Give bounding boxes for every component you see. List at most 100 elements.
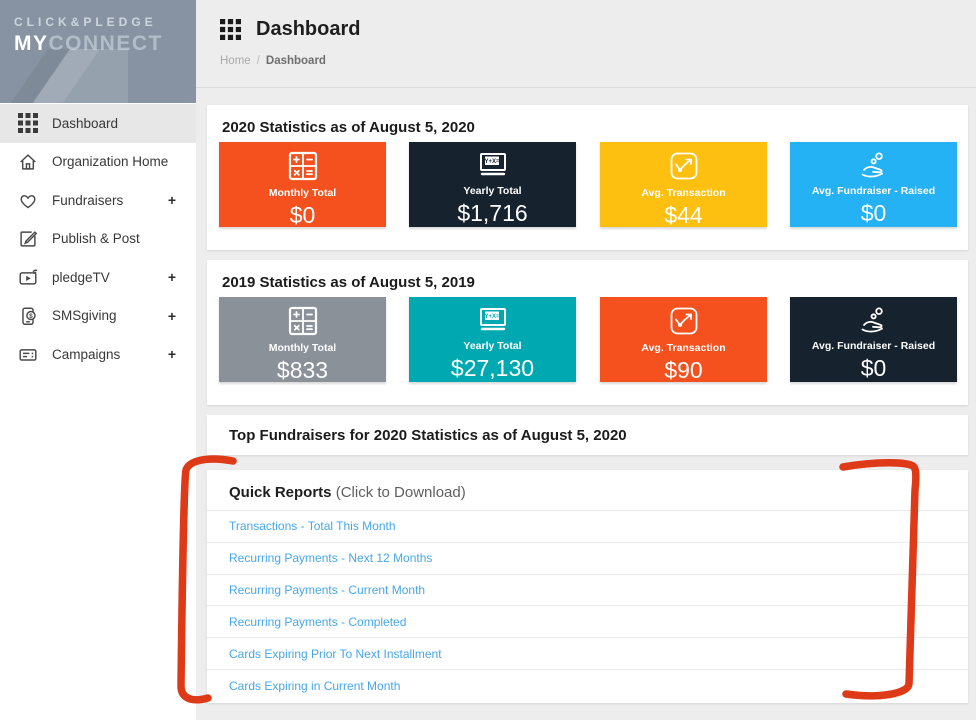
sidebar-item-label: Organization Home	[52, 154, 169, 170]
stats-2020-card: 2020 Statistics as of August 5, 2020 Mon…	[207, 105, 968, 250]
top-fundraisers-card: Top Fundraisers for 2020 Statistics as o…	[207, 415, 968, 455]
stats-2020-title: 2020 Statistics as of August 5, 2020	[222, 119, 475, 136]
page-title: Dashboard	[256, 18, 361, 40]
stat-tile-monthly-total: Monthly Total $0	[219, 142, 386, 228]
report-link-transactions-total[interactable]: Transactions - Total This Month	[229, 519, 396, 534]
stat-value: $0	[860, 200, 887, 226]
stat-tile-avg-fundraiser: Avg. Fundraiser - Raised $0	[790, 297, 957, 382]
top-fundraisers-title: Top Fundraisers for 2020 Statistics as o…	[229, 427, 627, 444]
stat-label: Yearly Total	[463, 185, 522, 197]
sidebar-item-organization-home[interactable]: Organization Home	[0, 143, 196, 182]
quick-reports-title: Quick Reports	[229, 484, 332, 501]
edit-icon	[16, 227, 40, 251]
sidebar-item-smsgiving[interactable]: $ SMSgiving +	[0, 297, 196, 336]
app-logo: CLICK&PLEDGE MYCONNECT	[0, 0, 196, 103]
stat-value: $1,716	[457, 200, 528, 226]
stat-value: $90	[664, 357, 703, 383]
stat-label: Avg. Transaction	[641, 187, 726, 199]
expand-plus: +	[167, 269, 176, 286]
sidebar: CLICK&PLEDGE MYCONNECT Dashboard	[0, 0, 196, 720]
brand-clickpledge: CLICK&PLEDGE	[14, 15, 157, 29]
phone-dollar-icon: $	[16, 304, 40, 328]
breadcrumb: Home / Dashboard	[220, 55, 952, 67]
stat-value: $0	[289, 202, 316, 228]
tv-icon	[16, 265, 40, 289]
breadcrumb-current: Dashboard	[265, 55, 326, 67]
formula-board-icon: Y+X=	[477, 151, 509, 179]
expand-plus: +	[167, 192, 176, 209]
logo-n-watermark	[10, 49, 128, 103]
sidebar-item-label: pledgeTV	[52, 269, 110, 285]
brand-connect: CONNECT	[48, 32, 163, 55]
report-row: Cards Expiring Prior To Next Installment	[207, 638, 968, 670]
brand-my: MY	[14, 32, 49, 55]
main-content: Dashboard Home / Dashboard 2020 Statistics…	[196, 0, 976, 720]
grid-icon	[16, 111, 40, 135]
stats-2020-tiles: Monthly Total $0 Y+X= Yearly Total $1,71…	[207, 142, 968, 228]
stats-2019-card: 2019 Statistics as of August 5, 2019 Mon…	[207, 260, 968, 405]
report-row: Recurring Payments - Completed	[207, 606, 968, 639]
sidebar-item-label: Dashboard	[52, 115, 119, 131]
stat-value: $833	[276, 357, 329, 383]
stat-label: Avg. Fundraiser - Raised	[811, 185, 936, 197]
report-link-recurring-next-12[interactable]: Recurring Payments - Next 12 Months	[229, 551, 433, 566]
quick-reports-header: Quick Reports (Click to Download)	[207, 470, 968, 511]
sidebar-item-label: Publish & Post	[52, 231, 140, 247]
stat-tile-monthly-total: Monthly Total $833	[219, 297, 386, 383]
report-link-recurring-current[interactable]: Recurring Payments - Current Month	[229, 582, 426, 597]
calculator-icon	[288, 151, 318, 181]
stat-tile-yearly-total: Y+X= Yearly Total $1,716	[409, 142, 576, 227]
hand-coins-icon	[859, 151, 889, 179]
sidebar-item-publish-post[interactable]: Publish & Post	[0, 220, 196, 259]
formula-board-icon: Y+X=	[477, 306, 509, 334]
home-icon	[16, 150, 40, 174]
stat-label: Avg. Fundraiser - Raised	[811, 340, 936, 352]
report-link-cards-expiring-month[interactable]: Cards Expiring in Current Month	[229, 678, 401, 693]
stat-tile-yearly-total: Y+X= Yearly Total $27,130	[409, 297, 576, 382]
dashboard-grid-icon	[220, 19, 241, 40]
stat-tile-avg-transaction: Avg. Transaction $44	[600, 142, 767, 228]
stat-value: $27,130	[450, 355, 535, 381]
report-row: Transactions - Total This Month	[207, 511, 968, 543]
stat-label: Monthly Total	[268, 187, 337, 199]
page-header: Dashboard Home / Dashboard	[196, 0, 976, 88]
report-link-cards-expiring-installment[interactable]: Cards Expiring Prior To Next Installment	[229, 646, 442, 661]
sidebar-item-dashboard[interactable]: Dashboard	[0, 104, 196, 143]
expand-plus: +	[167, 307, 176, 324]
svg-text:$: $	[29, 313, 33, 320]
heart-icon	[16, 188, 40, 212]
sidebar-item-label: Campaigns	[52, 346, 121, 362]
breadcrumb-home[interactable]: Home	[220, 55, 251, 67]
campaign-card-icon	[16, 342, 40, 366]
quick-reports-card: Quick Reports (Click to Download) Transa…	[207, 470, 968, 703]
brand-myconnect: MYCONNECT	[14, 32, 196, 56]
sidebar-item-campaigns[interactable]: Campaigns +	[0, 335, 196, 374]
chart-trend-icon	[669, 151, 699, 181]
svg-text:Y+X=: Y+X=	[484, 159, 500, 165]
quick-reports-subtitle: (Click to Download)	[331, 484, 466, 501]
sidebar-item-label: Fundraisers	[52, 192, 124, 208]
sidebar-item-pledgetv[interactable]: pledgeTV +	[0, 258, 196, 297]
stats-2019-title: 2019 Statistics as of August 5, 2019	[222, 274, 475, 291]
report-row: Cards Expiring in Current Month	[207, 670, 968, 702]
stat-value: $44	[664, 202, 703, 228]
stat-label: Yearly Total	[463, 340, 522, 352]
expand-plus: +	[167, 346, 176, 363]
sidebar-item-label: SMSgiving	[52, 308, 117, 324]
stat-label: Avg. Transaction	[641, 342, 726, 354]
stats-2019-tiles: Monthly Total $833 Y+X= Yearly Total $27…	[207, 297, 968, 383]
breadcrumb-separator: /	[256, 55, 260, 67]
report-row: Recurring Payments - Next 12 Months	[207, 543, 968, 575]
calculator-icon	[288, 306, 318, 336]
stat-tile-avg-fundraiser: Avg. Fundraiser - Raised $0	[790, 142, 957, 227]
report-link-recurring-completed[interactable]: Recurring Payments - Completed	[229, 614, 407, 629]
stat-label: Monthly Total	[268, 342, 337, 354]
report-row: Recurring Payments - Current Month	[207, 575, 968, 607]
stat-tile-avg-transaction: Avg. Transaction $90	[600, 297, 767, 383]
svg-text:Y+X=: Y+X=	[484, 314, 500, 320]
chart-trend-icon	[669, 306, 699, 336]
stat-value: $0	[860, 355, 887, 381]
sidebar-nav: Dashboard Organization Home Fundraisers	[0, 103, 196, 374]
sidebar-item-fundraisers[interactable]: Fundraisers +	[0, 181, 196, 220]
hand-coins-icon	[859, 306, 889, 334]
